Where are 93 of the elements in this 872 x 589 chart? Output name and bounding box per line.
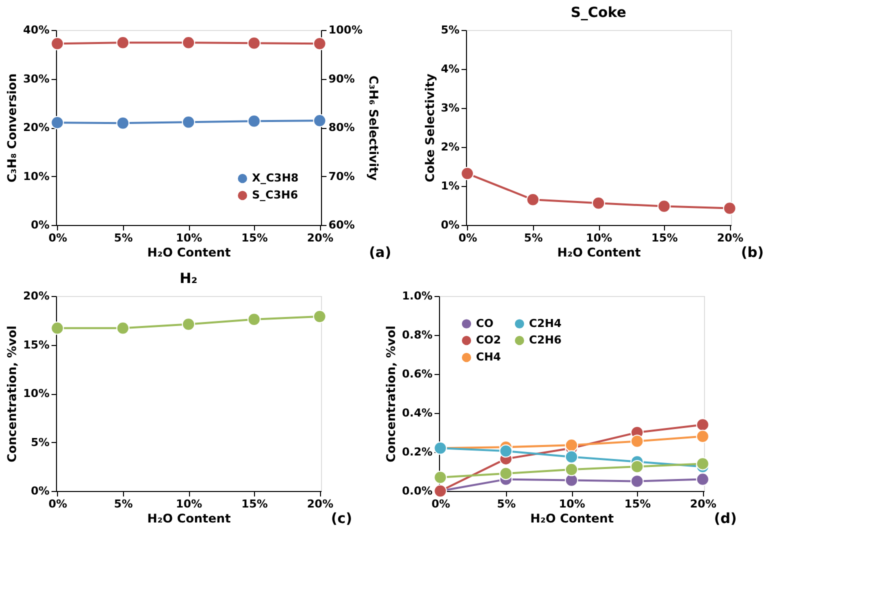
x-tick-label: 0% <box>458 232 478 244</box>
point <box>564 462 578 476</box>
point <box>247 312 261 326</box>
y-tick-label: 5% <box>440 24 460 36</box>
y-tick-label: 4% <box>440 62 460 76</box>
point <box>630 460 644 474</box>
x-tick-label: 10% <box>176 498 202 510</box>
point <box>499 444 513 458</box>
x-tick-label: 15% <box>624 498 651 510</box>
y-tick-label: 1% <box>440 180 460 192</box>
y-tick-label: 10% <box>23 387 50 400</box>
point <box>592 196 606 210</box>
legend-label: C2H6 <box>529 334 562 346</box>
point <box>313 310 326 324</box>
x-tick-label: 10% <box>586 232 612 244</box>
x-tick-label: 20% <box>307 232 334 244</box>
legend-label: C2H4 <box>529 316 562 330</box>
y-axis-title: Concentration, %vol <box>384 326 398 462</box>
text: (c) <box>331 511 352 527</box>
legend-label: X_C3H8 <box>252 172 299 184</box>
x-axis-title: H₂O Content <box>147 246 231 260</box>
y-tick-label: 0.4% <box>402 406 432 420</box>
y-axis-title: Coke Selectivity <box>422 74 437 182</box>
y-tick-label: 0% <box>30 484 50 498</box>
x-tick-label: 20% <box>307 498 334 510</box>
point <box>723 202 736 215</box>
y-tick-label: 0.6% <box>402 368 432 380</box>
point <box>564 450 578 464</box>
text: (b) <box>741 245 764 261</box>
x-axis-title: H₂O Content <box>530 512 614 526</box>
y-tick-label: 0% <box>440 218 460 232</box>
y-tick-label: 5% <box>30 436 50 449</box>
point <box>696 418 710 432</box>
y-axis-title: Concentration, %vol <box>5 326 20 462</box>
point <box>696 472 710 486</box>
point <box>182 318 196 331</box>
x-axis-title: H₂O Content <box>557 246 641 260</box>
x-tick-label: 15% <box>241 232 268 244</box>
x-tick-label: 0% <box>48 232 68 244</box>
x-tick-label: 20% <box>690 498 716 510</box>
x-tick-label: 5% <box>497 498 516 510</box>
text: (a) <box>369 245 392 261</box>
point <box>564 438 578 452</box>
point <box>460 166 474 180</box>
x-axis-title: H₂O Content <box>147 512 231 526</box>
y-tick-label: 30% <box>23 72 50 86</box>
y-tick-label: 20% <box>23 290 50 302</box>
point <box>630 474 644 488</box>
point <box>526 193 540 206</box>
x-tick-label: 0% <box>431 498 450 510</box>
legend-label: CO <box>476 316 494 330</box>
point <box>564 474 578 487</box>
y-tick-label: 10% <box>23 170 50 183</box>
y-tick-label: 0.0% <box>402 484 432 498</box>
point <box>50 322 64 335</box>
x-tick-label: 5% <box>114 498 133 510</box>
point <box>630 434 644 448</box>
text: (d) <box>714 511 737 527</box>
point <box>696 430 710 444</box>
x-tick-label: 5% <box>114 232 133 244</box>
y-tick-label: 15% <box>23 338 50 352</box>
y-tick-label: 0.8% <box>402 328 432 342</box>
chart-title: S_Coke <box>570 5 626 21</box>
y-tick-label: 0.2% <box>402 446 432 458</box>
y-tick-label: 1.0% <box>402 290 432 302</box>
x-tick-label: 15% <box>651 232 678 244</box>
chart-title: H₂ <box>180 271 198 287</box>
x-tick-label: 10% <box>558 498 586 510</box>
y-tick-label: 0% <box>30 218 50 232</box>
y2-tick-label: 70% <box>328 170 355 183</box>
y2-axis-title: C₃H₆ Selectivity <box>366 75 380 181</box>
legend-label: S_C3H6 <box>252 188 298 202</box>
x-tick-label: 20% <box>717 232 744 244</box>
y-tick-label: 3% <box>440 102 460 114</box>
y-tick-label: 40% <box>23 24 50 36</box>
x-tick-label: 0% <box>48 498 68 510</box>
point <box>657 200 671 213</box>
x-tick-label: 5% <box>524 232 543 244</box>
y2-tick-label: 90% <box>328 72 355 86</box>
point <box>116 322 130 335</box>
x-tick-label: 10% <box>176 232 202 244</box>
y-axis-title: C₃H₈ Conversion <box>5 73 20 183</box>
point <box>434 470 447 484</box>
y2-tick-label: 100% <box>328 24 362 36</box>
point <box>499 466 513 480</box>
point <box>696 457 710 470</box>
y-tick-label: 20% <box>23 121 50 134</box>
x-tick-label: 15% <box>241 498 268 510</box>
legend-label: CO2 <box>476 334 502 346</box>
y2-tick-label: 60% <box>328 218 355 232</box>
y2-tick-label: 80% <box>328 121 355 134</box>
y-tick-label: 2% <box>440 140 460 154</box>
legend-label: CH4 <box>476 350 502 364</box>
